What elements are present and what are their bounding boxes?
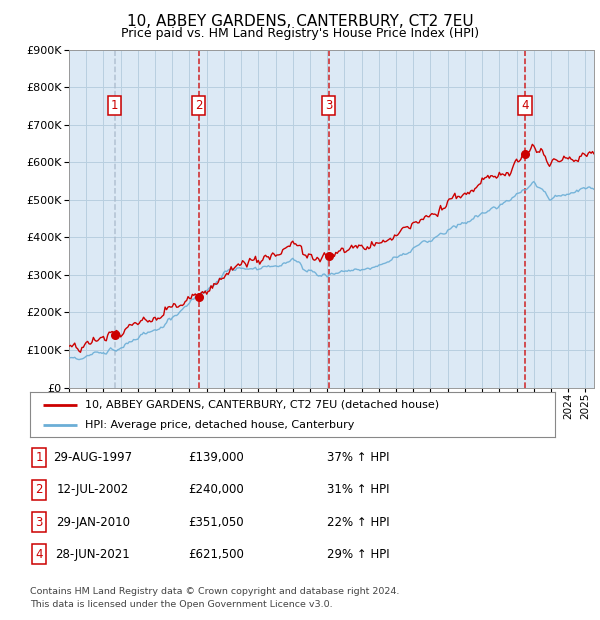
Text: 29-AUG-1997: 29-AUG-1997 [53,451,133,464]
Text: HPI: Average price, detached house, Canterbury: HPI: Average price, detached house, Cant… [85,420,355,430]
Text: 1: 1 [111,99,119,112]
Text: 1: 1 [35,451,43,464]
Text: 28-JUN-2021: 28-JUN-2021 [56,548,130,560]
Text: 29% ↑ HPI: 29% ↑ HPI [327,548,389,560]
Text: 22% ↑ HPI: 22% ↑ HPI [327,516,389,528]
Text: Contains HM Land Registry data © Crown copyright and database right 2024.: Contains HM Land Registry data © Crown c… [30,587,400,596]
Text: £240,000: £240,000 [188,484,244,496]
Text: 31% ↑ HPI: 31% ↑ HPI [327,484,389,496]
Text: 10, ABBEY GARDENS, CANTERBURY, CT2 7EU (detached house): 10, ABBEY GARDENS, CANTERBURY, CT2 7EU (… [85,399,439,410]
Text: 4: 4 [35,548,43,560]
Text: £621,500: £621,500 [188,548,244,560]
Text: 10, ABBEY GARDENS, CANTERBURY, CT2 7EU: 10, ABBEY GARDENS, CANTERBURY, CT2 7EU [127,14,473,29]
Text: 29-JAN-2010: 29-JAN-2010 [56,516,130,528]
Text: 12-JUL-2002: 12-JUL-2002 [57,484,129,496]
Text: £351,050: £351,050 [188,516,244,528]
Text: 37% ↑ HPI: 37% ↑ HPI [327,451,389,464]
Text: Price paid vs. HM Land Registry's House Price Index (HPI): Price paid vs. HM Land Registry's House … [121,27,479,40]
Text: 2: 2 [195,99,202,112]
Text: 3: 3 [325,99,332,112]
Text: This data is licensed under the Open Government Licence v3.0.: This data is licensed under the Open Gov… [30,600,332,609]
Text: 3: 3 [35,516,43,528]
Text: 4: 4 [521,99,529,112]
Text: £139,000: £139,000 [188,451,244,464]
Text: 2: 2 [35,484,43,496]
